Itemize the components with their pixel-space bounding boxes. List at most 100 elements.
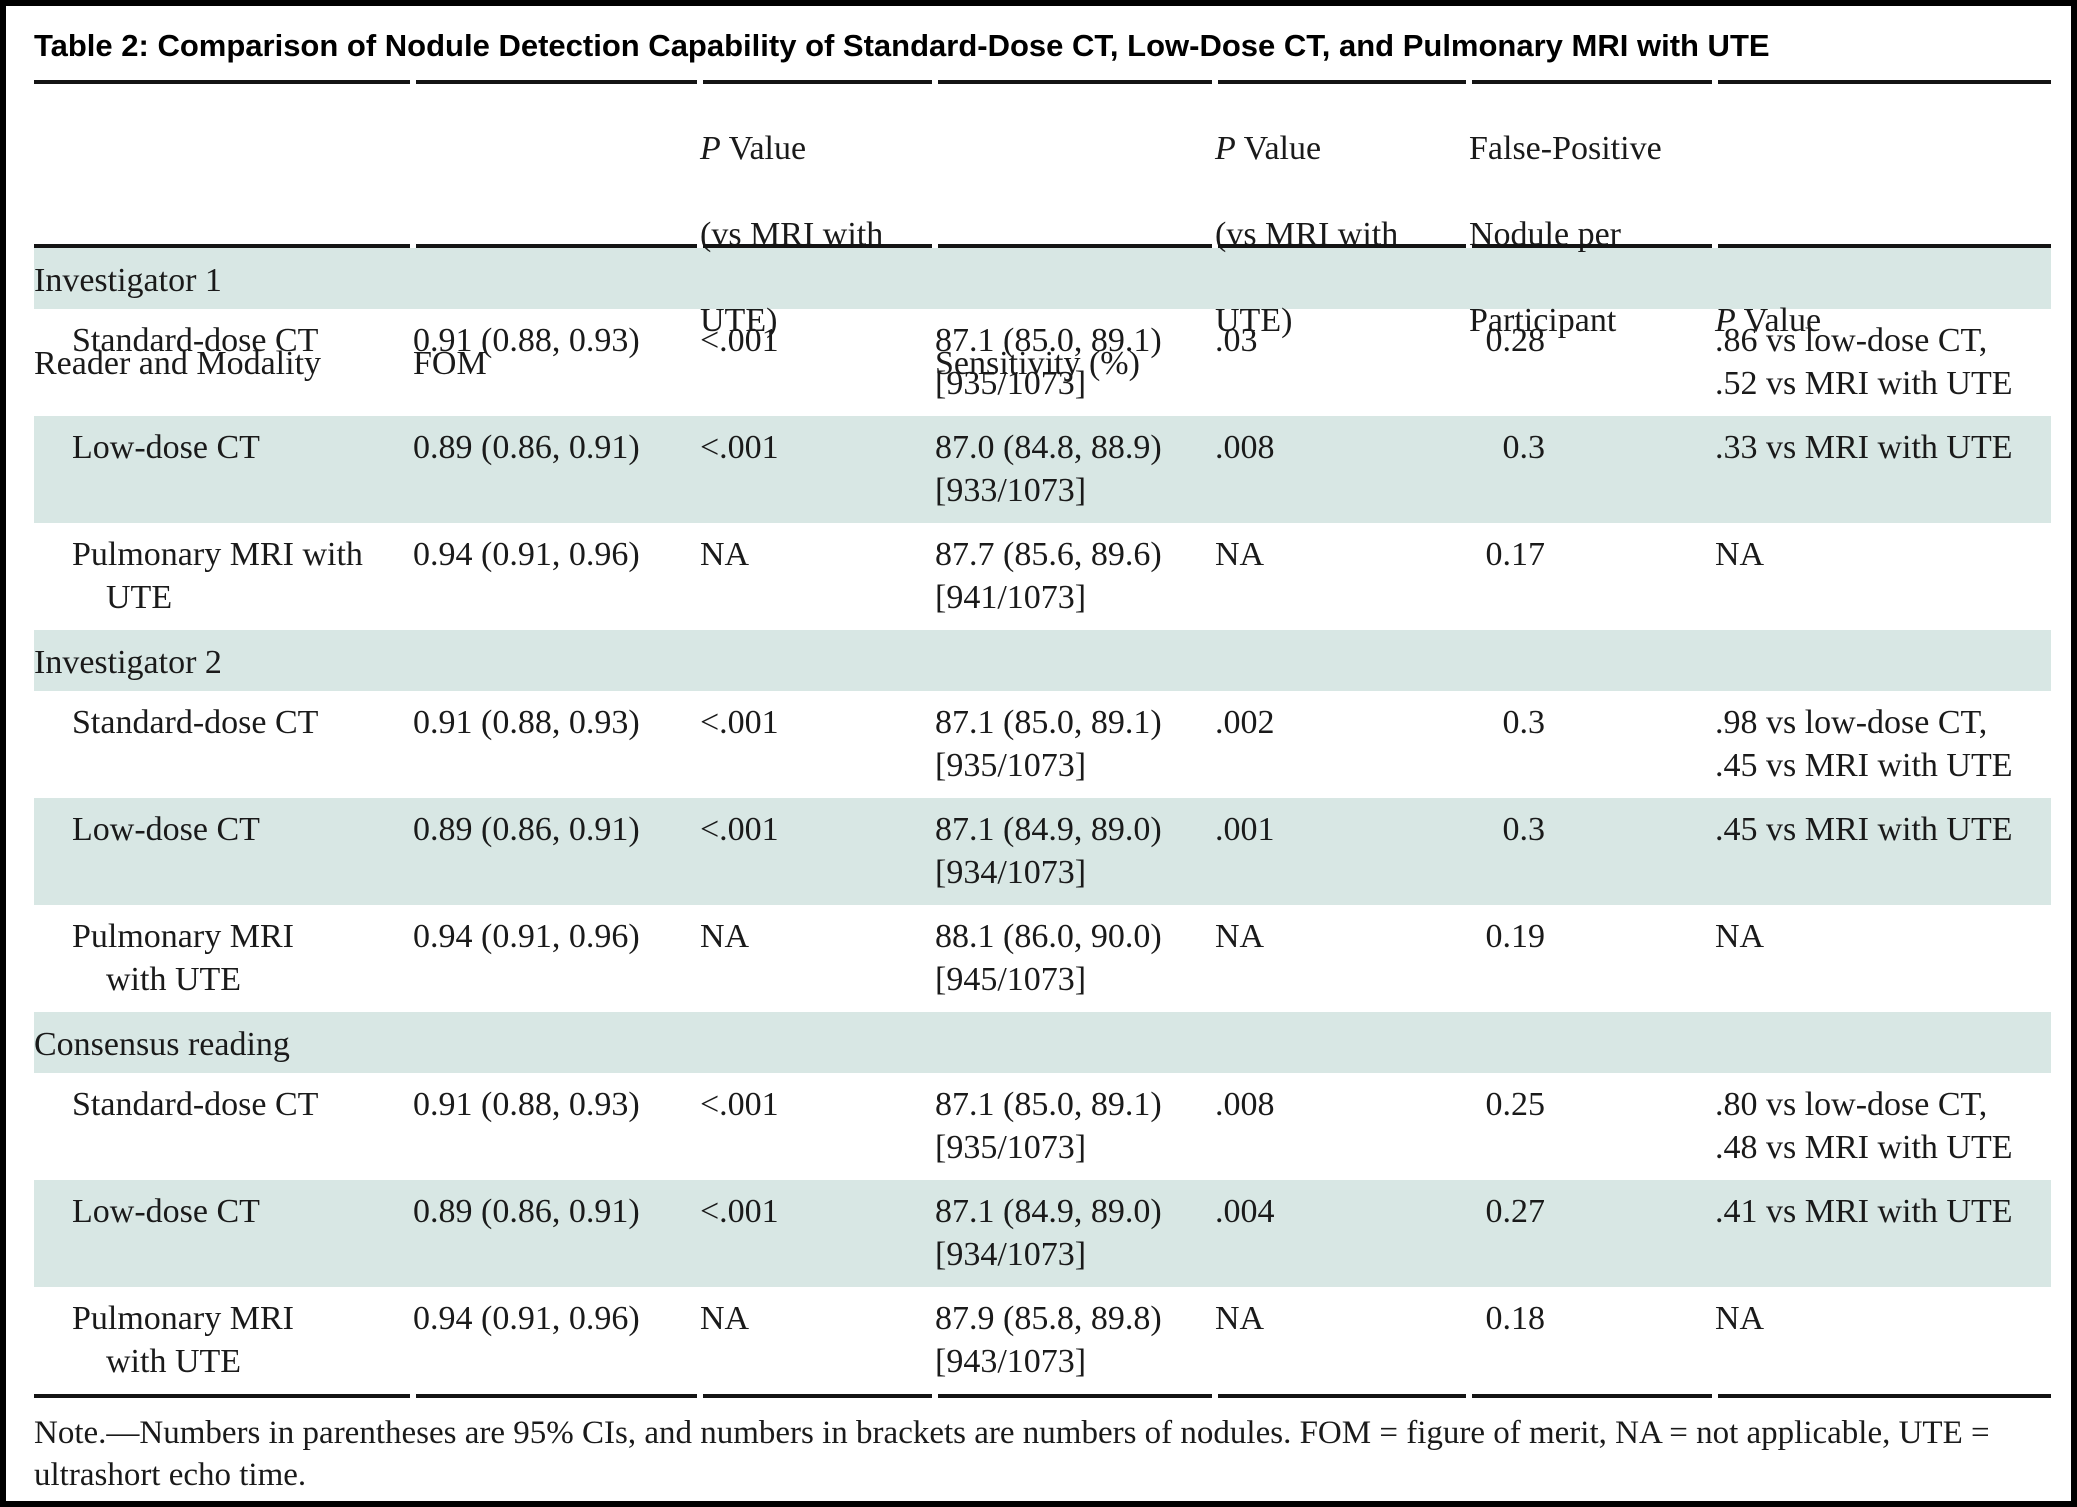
cell-sensitivity: 87.7 (85.6, 89.6) [941/1073] <box>935 536 1162 616</box>
cell-fom: 0.91 (0.88, 0.93) <box>413 322 640 359</box>
section-label: Consensus reading <box>34 1026 290 1063</box>
cell-fom: 0.94 (0.91, 0.96) <box>413 918 640 955</box>
cell-pvalue: .33 vs MRI with UTE <box>1715 429 2013 466</box>
cell-pvalue-vs-mri-sens: .03 <box>1215 322 1258 359</box>
table-row-inv2-standard-dose-ct: Standard-dose CT 0.91 (0.88, 0.93) <.001… <box>34 691 2051 798</box>
cell-false-positive: 0.18 <box>1469 1287 1715 1394</box>
column-header-fom: FOM <box>413 345 487 382</box>
pvalue-label-rest: Value <box>1235 130 1322 167</box>
rule-under-title <box>34 80 2051 84</box>
fp-label-line1: False-Positive <box>1469 130 1662 167</box>
cell-pvalue-vs-mri-sens: NA <box>1215 536 1265 573</box>
cell-sensitivity: 87.1 (85.0, 89.1) [935/1073] <box>935 704 1162 784</box>
cell-false-positive: 0.3 <box>1469 798 1715 905</box>
cell-pvalue-vs-mri-fom: <.001 <box>700 1193 779 1230</box>
cell-sensitivity: 87.9 (85.8, 89.8) [943/1073] <box>935 1300 1162 1380</box>
pvalue-label-line3: UTE) <box>1215 302 1293 339</box>
false-positive-value: 0.25 <box>1485 1086 1546 1123</box>
cell-modality: Low-dose CT <box>72 429 260 466</box>
false-positive-value: 0.3 <box>1502 811 1546 848</box>
pvalue-label-rest: Value <box>1735 302 1822 339</box>
false-positive-value: 0.28 <box>1485 322 1546 359</box>
cell-sensitivity: 88.1 (86.0, 90.0) [945/1073] <box>935 918 1162 998</box>
cell-modality: Pulmonary MRI with UTE <box>72 536 363 616</box>
cell-pvalue-vs-mri-fom: <.001 <box>700 429 779 466</box>
table-row-inv1-pulmonary-mri-ute: Pulmonary MRI with UTE 0.94 (0.91, 0.96)… <box>34 523 2051 630</box>
cell-fom: 0.94 (0.91, 0.96) <box>413 536 640 573</box>
cell-pvalue: .80 vs low-dose CT, .48 vs MRI with UTE <box>1715 1086 2013 1166</box>
cell-pvalue-vs-mri-sens: .002 <box>1215 704 1275 741</box>
cell-false-positive: 0.19 <box>1469 905 1715 1012</box>
cell-pvalue-vs-mri-sens: .001 <box>1215 811 1275 848</box>
cell-modality: Low-dose CT <box>72 1193 260 1230</box>
cell-modality: Standard-dose CT <box>72 704 319 741</box>
cell-pvalue-vs-mri-fom: <.001 <box>700 704 779 741</box>
pvalue-label-line3: UTE) <box>700 302 778 339</box>
cell-pvalue-vs-mri-sens: .008 <box>1215 1086 1275 1123</box>
cell-false-positive: 0.3 <box>1469 416 1715 523</box>
cell-pvalue: .86 vs low-dose CT, .52 vs MRI with UTE <box>1715 322 2013 402</box>
cell-false-positive: 0.25 <box>1469 1073 1715 1180</box>
section-label: Investigator 2 <box>34 644 222 681</box>
false-positive-value: 0.19 <box>1485 918 1546 955</box>
section-label: Investigator 1 <box>34 262 222 299</box>
cell-pvalue: NA <box>1715 536 1765 573</box>
cell-pvalue-vs-mri-fom: NA <box>700 918 750 955</box>
column-header-reader-modality: Reader and Modality <box>34 345 322 382</box>
cell-pvalue: .98 vs low-dose CT, .45 vs MRI with UTE <box>1715 704 2013 784</box>
cell-modality: Standard-dose CT <box>72 1086 319 1123</box>
table-footnote: Note.—Numbers in parentheses are 95% CIs… <box>34 1415 1990 1493</box>
cell-pvalue-vs-mri-fom: NA <box>700 1300 750 1337</box>
rule-above-footnote <box>34 1394 2051 1398</box>
cell-false-positive: 0.3 <box>1469 691 1715 798</box>
table-row-inv1-low-dose-ct: Low-dose CT 0.89 (0.86, 0.91) <.001 87.0… <box>34 416 2051 523</box>
cell-pvalue-vs-mri-sens: .004 <box>1215 1193 1275 1230</box>
cell-pvalue: .45 vs MRI with UTE <box>1715 811 2013 848</box>
cell-pvalue: NA <box>1715 1300 1765 1337</box>
cell-modality: Pulmonary MRI with UTE <box>72 918 294 998</box>
italic-p: P <box>1215 130 1236 167</box>
rule-under-header <box>34 244 2051 248</box>
column-header-sensitivity: Sensitivity (%) <box>935 345 1140 382</box>
cell-modality: Pulmonary MRI with UTE <box>72 1300 294 1380</box>
table-row-consensus-standard-dose-ct: Standard-dose CT 0.91 (0.88, 0.93) <.001… <box>34 1073 2051 1180</box>
table-header-row: Reader and Modality FOM P Value (vs MRI … <box>34 84 2051 382</box>
pvalue-label-rest: Value <box>720 130 807 167</box>
cell-pvalue-vs-mri-sens: .008 <box>1215 429 1275 466</box>
cell-sensitivity: 87.1 (84.9, 89.0) [934/1073] <box>935 1193 1162 1273</box>
false-positive-value: 0.3 <box>1502 704 1546 741</box>
cell-pvalue-vs-mri-sens: NA <box>1215 1300 1265 1337</box>
table-row-consensus-pulmonary-mri-ute: Pulmonary MRI with UTE 0.94 (0.91, 0.96)… <box>34 1287 2051 1394</box>
cell-false-positive: 0.17 <box>1469 523 1715 630</box>
cell-pvalue-vs-mri-sens: NA <box>1215 918 1265 955</box>
table-row-consensus-low-dose-ct: Low-dose CT 0.89 (0.86, 0.91) <.001 87.1… <box>34 1180 2051 1287</box>
cell-pvalue-vs-mri-fom: <.001 <box>700 811 779 848</box>
cell-sensitivity: 87.1 (85.0, 89.1) [935/1073] <box>935 322 1162 402</box>
section-header-investigator-1: Investigator 1 <box>34 248 2051 309</box>
cell-fom: 0.89 (0.86, 0.91) <box>413 1193 640 1230</box>
italic-p: P <box>700 130 721 167</box>
cell-sensitivity: 87.1 (85.0, 89.1) [935/1073] <box>935 1086 1162 1166</box>
column-header-pvalue: P Value <box>1715 256 2051 396</box>
table-row-inv1-standard-dose-ct: Standard-dose CT 0.91 (0.88, 0.93) <.001… <box>34 309 2051 416</box>
table-row-inv2-low-dose-ct: Low-dose CT 0.89 (0.86, 0.91) <.001 87.1… <box>34 798 2051 905</box>
cell-pvalue-vs-mri-fom: <.001 <box>700 322 779 359</box>
cell-modality: Low-dose CT <box>72 811 260 848</box>
false-positive-value: 0.3 <box>1502 429 1546 466</box>
cell-sensitivity: 87.0 (84.8, 88.9) [933/1073] <box>935 429 1162 509</box>
section-header-consensus-reading: Consensus reading <box>34 1012 2051 1073</box>
cell-sensitivity: 87.1 (84.9, 89.0) [934/1073] <box>935 811 1162 891</box>
fp-label-line3: Participant <box>1469 302 1617 339</box>
false-positive-value: 0.27 <box>1485 1193 1546 1230</box>
cell-fom: 0.89 (0.86, 0.91) <box>413 811 640 848</box>
cell-pvalue: NA <box>1715 918 1765 955</box>
italic-p: P <box>1715 302 1736 339</box>
cell-false-positive: 0.28 <box>1469 309 1715 416</box>
false-positive-value: 0.18 <box>1485 1300 1546 1337</box>
table-row-inv2-pulmonary-mri-ute: Pulmonary MRI with UTE 0.94 (0.91, 0.96)… <box>34 905 2051 1012</box>
cell-fom: 0.94 (0.91, 0.96) <box>413 1300 640 1337</box>
false-positive-value: 0.17 <box>1485 536 1546 573</box>
cell-fom: 0.91 (0.88, 0.93) <box>413 704 640 741</box>
column-header-pvalue-vs-mri-sens: P Value (vs MRI with UTE) <box>1215 84 1469 396</box>
